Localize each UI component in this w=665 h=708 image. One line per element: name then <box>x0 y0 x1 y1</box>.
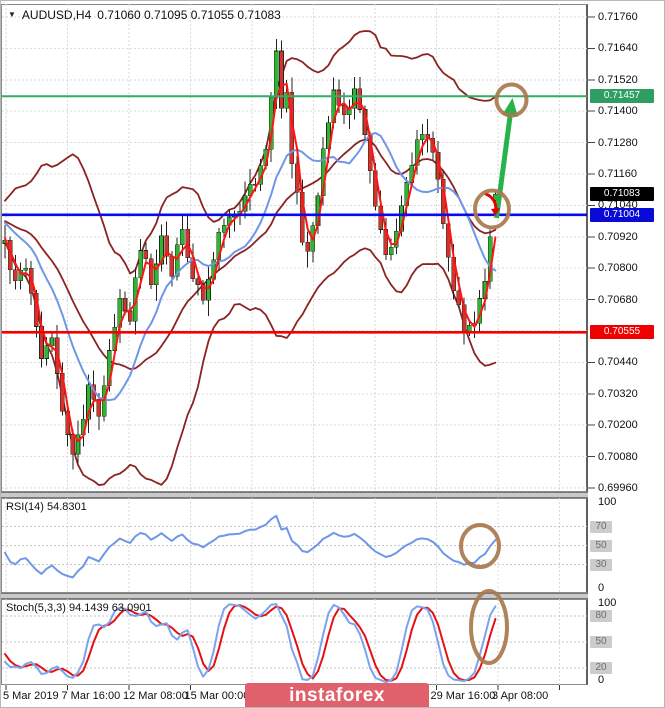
current-price-badge: 0.71083 <box>590 187 654 202</box>
rsi-indicator-panel[interactable] <box>1 498 588 593</box>
indicator-scale-label: 0 <box>598 674 605 686</box>
stoch-label: Stoch(5,3,3) 94.1439 63.0901 <box>6 602 152 614</box>
price-axis-tick-label: 0.70080 <box>598 450 638 463</box>
price-axis-tick-label: 0.71280 <box>598 136 638 149</box>
price-axis-tick-label: 0.70680 <box>598 293 638 306</box>
time-axis-label: 7 Mar 16:00 <box>61 690 121 702</box>
price-axis-tick-label: 0.71520 <box>598 73 638 86</box>
price-axis-tick-label: 0.71760 <box>598 11 638 23</box>
indicator-scale-label: 100 <box>598 496 617 508</box>
time-axis-label: 15 Mar 00:00 <box>184 690 250 702</box>
indicator-level-badge: 50 <box>590 636 612 648</box>
price-axis-tick-label: 0.71160 <box>598 168 637 181</box>
time-axis-label: 12 Mar 08:00 <box>123 690 188 702</box>
price-level-badge: 0.70555 <box>590 325 654 340</box>
ohlc-values-label: 0.71060 0.71095 0.71055 0.71083 <box>97 8 281 22</box>
price-axis-tick-label: 0.71640 <box>598 42 638 55</box>
rsi-label: RSI(14) 54.8301 <box>6 501 87 513</box>
indicator-level-badge: 80 <box>590 610 612 623</box>
price-axis-tick-label: 0.69960 <box>598 482 638 495</box>
panel-separator[interactable] <box>1 593 588 599</box>
broker-watermark: instaforex <box>245 683 429 707</box>
panel-separator[interactable] <box>1 492 588 498</box>
price-level-badge: 0.71004 <box>590 207 654 222</box>
price-axis-tick-label: 0.70800 <box>598 262 638 275</box>
indicator-scale-label: 0 <box>598 582 605 594</box>
chart-title-bar: ▼ AUDUSD,H4 0.71060 0.71095 0.71055 0.71… <box>8 8 281 22</box>
price-axis-tick-label: 0.70200 <box>598 419 638 432</box>
price-axis-tick-label: 0.71400 <box>598 105 638 118</box>
indicator-level-badge: 70 <box>590 520 612 533</box>
indicator-level-badge: 50 <box>590 539 612 552</box>
time-axis-label: 29 Mar 16:00 <box>430 690 496 702</box>
price-axis-tick-label: 0.70920 <box>598 230 638 243</box>
symbol-period-label: AUDUSD,H4 <box>21 8 92 22</box>
indicator-level-badge: 20 <box>590 661 612 674</box>
price-axis-tick-label: 0.70440 <box>598 356 638 369</box>
time-axis-label: 5 Mar 2019 <box>3 690 59 702</box>
indicator-level-badge: 30 <box>590 558 612 571</box>
price-axis-tick-label: 0.70320 <box>598 387 638 400</box>
time-axis-label: 3 Apr 08:00 <box>492 690 549 702</box>
indicator-scale-label: 100 <box>598 597 617 609</box>
main-price-panel[interactable] <box>1 4 588 492</box>
price-level-badge: 0.71457 <box>590 89 654 104</box>
symbol-dropdown-icon[interactable]: ▼ <box>8 10 16 19</box>
